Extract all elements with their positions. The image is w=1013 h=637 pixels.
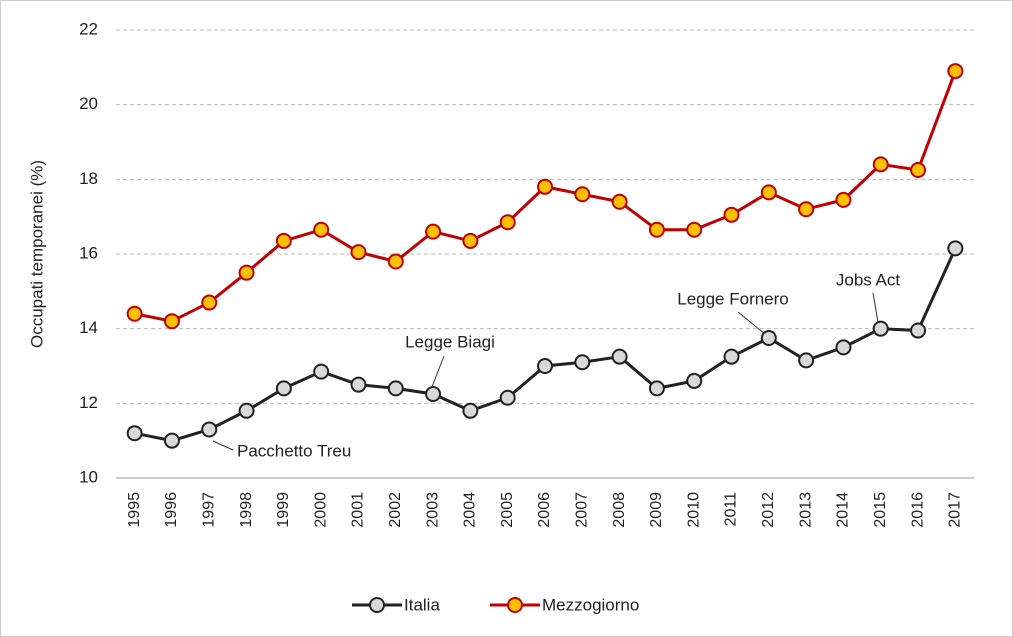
point [462, 402, 479, 419]
point [201, 421, 218, 438]
x-tick-label: 2010 [685, 492, 702, 528]
x-tick-label: 2017 [947, 492, 964, 528]
point [275, 232, 292, 249]
x-tick-label: 2009 [648, 492, 665, 528]
y-tick-label: 16 [79, 243, 98, 262]
point [163, 313, 180, 330]
point [648, 221, 665, 238]
point [723, 206, 740, 223]
y-tick-label: 20 [79, 94, 98, 113]
annotation: Legge Biagi [405, 332, 495, 351]
point [425, 223, 442, 240]
point [387, 253, 404, 270]
point [574, 354, 591, 371]
point [313, 221, 330, 238]
point [425, 386, 442, 402]
point [238, 402, 255, 419]
x-tick-label: 2000 [312, 492, 329, 528]
point [910, 322, 927, 339]
x-tick-label: 1998 [238, 492, 255, 528]
x-tick-label: 2013 [797, 492, 814, 528]
legend-marker [507, 597, 523, 613]
x-tick-label: 1995 [126, 492, 143, 528]
point [611, 348, 628, 365]
x-tick-label: 1996 [163, 492, 180, 528]
legend-marker [369, 597, 385, 613]
point [163, 432, 180, 449]
point [275, 380, 292, 397]
point [350, 376, 367, 393]
legend-label: Italia [404, 595, 440, 614]
point [313, 363, 330, 380]
point [350, 244, 367, 261]
point [499, 389, 516, 406]
y-tick-label: 18 [79, 169, 98, 188]
point [947, 63, 964, 80]
y-axis-label: Occupati temporanei (%) [27, 160, 46, 348]
annotation-leader [737, 311, 766, 335]
y-tick-label: 10 [79, 467, 98, 486]
point [723, 348, 740, 365]
x-tick-label: 2011 [723, 492, 740, 527]
annotation-leader [872, 292, 879, 323]
x-tick-label: 2004 [462, 492, 479, 528]
point [872, 320, 889, 337]
point [201, 294, 218, 311]
point [574, 186, 591, 203]
point [835, 191, 852, 208]
point [910, 162, 927, 178]
point [648, 380, 665, 397]
point [760, 184, 777, 201]
annotation: Jobs Act [836, 270, 901, 289]
legend-label: Mezzogiorno [542, 595, 639, 614]
point [611, 193, 628, 210]
x-tick-label: 2006 [536, 492, 553, 528]
x-tick-label: 2014 [835, 492, 852, 528]
point [686, 221, 703, 238]
x-tick-label: 1997 [200, 492, 217, 528]
y-tick-label: 12 [79, 393, 98, 412]
point [462, 232, 479, 249]
x-tick-label: 2001 [350, 492, 367, 528]
point [126, 425, 143, 442]
point [238, 264, 255, 281]
point [387, 380, 404, 397]
x-tick-label: 1999 [275, 492, 292, 528]
point [760, 330, 777, 346]
point [499, 214, 516, 231]
x-tick-label: 2016 [909, 492, 926, 528]
y-tick-label: 22 [79, 19, 98, 38]
x-tick-label: 2002 [387, 492, 404, 528]
annotation: Legge Fornero [677, 289, 789, 308]
point [126, 305, 143, 322]
x-tick-label: 2012 [760, 492, 777, 528]
y-tick-label: 14 [79, 318, 98, 337]
point [686, 372, 703, 389]
point [872, 156, 889, 173]
x-tick-label: 2015 [872, 492, 889, 528]
point [537, 358, 553, 374]
point [835, 339, 852, 356]
x-tick-label: 2003 [424, 492, 441, 528]
x-tick-label: 2008 [611, 492, 628, 528]
annotation-leader [212, 440, 234, 451]
annotation: Pacchetto Treu [237, 441, 351, 460]
point [947, 240, 964, 257]
point [537, 178, 553, 195]
point [798, 352, 815, 369]
annotation-leader [429, 355, 445, 393]
x-tick-label: 2007 [574, 492, 591, 528]
point [798, 201, 815, 218]
x-tick-label: 2005 [499, 492, 516, 528]
